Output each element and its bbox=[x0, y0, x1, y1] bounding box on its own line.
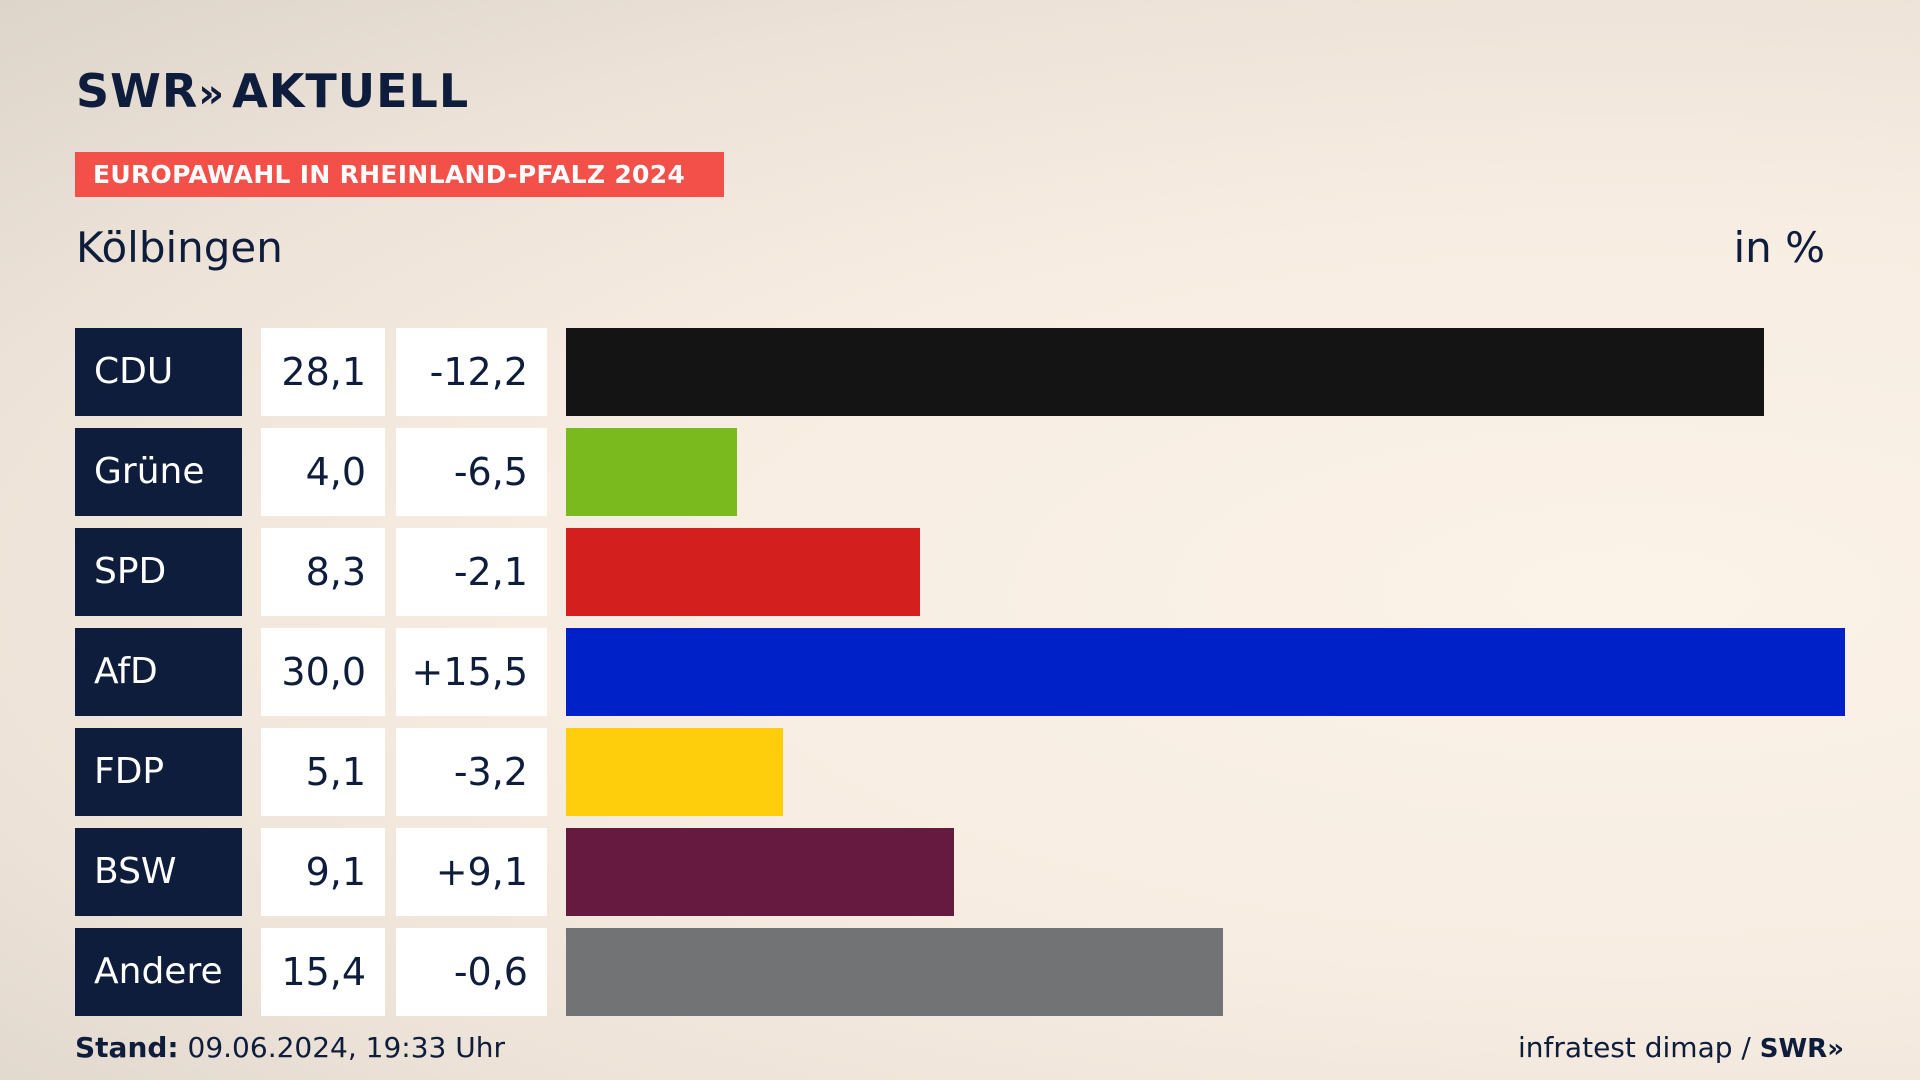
value-label: 9,1 bbox=[261, 828, 385, 916]
bar-cdu bbox=[566, 328, 1764, 416]
chart-row-cdu: CDU 28,1 -12,2 bbox=[0, 328, 1920, 416]
bar-spd bbox=[566, 528, 920, 616]
value-label: 8,3 bbox=[261, 528, 385, 616]
election-badge: EUROPAWAHL IN RHEINLAND-PFALZ 2024 bbox=[75, 152, 724, 197]
party-label: Grüne bbox=[75, 428, 242, 516]
bar-afd bbox=[566, 628, 1845, 716]
page-title: Kölbingen bbox=[76, 223, 283, 272]
party-label: BSW bbox=[75, 828, 242, 916]
party-label: Andere bbox=[75, 928, 242, 1016]
logo-aktuell: AKTUELL bbox=[232, 64, 470, 118]
change-label: +9,1 bbox=[396, 828, 547, 916]
party-label: AfD bbox=[75, 628, 242, 716]
chart-row-afd: AfD 30,0 +15,5 bbox=[0, 628, 1920, 716]
chart-row-grüne: Grüne 4,0 -6,5 bbox=[0, 428, 1920, 516]
change-label: -0,6 bbox=[396, 928, 547, 1016]
chart-row-andere: Andere 15,4 -0,6 bbox=[0, 928, 1920, 1016]
source-text: infratest dimap / bbox=[1518, 1031, 1751, 1064]
logo-chevron-icon: » bbox=[198, 71, 224, 117]
change-label: -12,2 bbox=[396, 328, 547, 416]
stand-label: Stand: bbox=[75, 1031, 179, 1064]
chart-row-spd: SPD 8,3 -2,1 bbox=[0, 528, 1920, 616]
value-label: 4,0 bbox=[261, 428, 385, 516]
party-label: CDU bbox=[75, 328, 242, 416]
change-label: -6,5 bbox=[396, 428, 547, 516]
value-label: 5,1 bbox=[261, 728, 385, 816]
bar-bsw bbox=[566, 828, 954, 916]
party-label: SPD bbox=[75, 528, 242, 616]
swr-aktuell-logo: SWR» AKTUELL bbox=[76, 66, 469, 119]
unit-label: in % bbox=[1733, 223, 1825, 272]
bar-andere bbox=[566, 928, 1223, 1016]
logo-swr: SWR bbox=[76, 64, 199, 118]
stand-value: 09.06.2024, 19:33 Uhr bbox=[187, 1031, 505, 1064]
swr-small-logo: SWR» bbox=[1759, 1034, 1844, 1064]
value-label: 28,1 bbox=[261, 328, 385, 416]
value-label: 30,0 bbox=[261, 628, 385, 716]
bar-fdp bbox=[566, 728, 783, 816]
chart-row-fdp: FDP 5,1 -3,2 bbox=[0, 728, 1920, 816]
change-label: -2,1 bbox=[396, 528, 547, 616]
change-label: +15,5 bbox=[396, 628, 547, 716]
party-label: FDP bbox=[75, 728, 242, 816]
chart-row-bsw: BSW 9,1 +9,1 bbox=[0, 828, 1920, 916]
source-credit: infratest dimap / SWR» bbox=[1518, 1030, 1844, 1067]
timestamp: Stand: 09.06.2024, 19:33 Uhr bbox=[75, 1030, 505, 1066]
change-label: -3,2 bbox=[396, 728, 547, 816]
value-label: 15,4 bbox=[261, 928, 385, 1016]
bar-grüne bbox=[566, 428, 737, 516]
